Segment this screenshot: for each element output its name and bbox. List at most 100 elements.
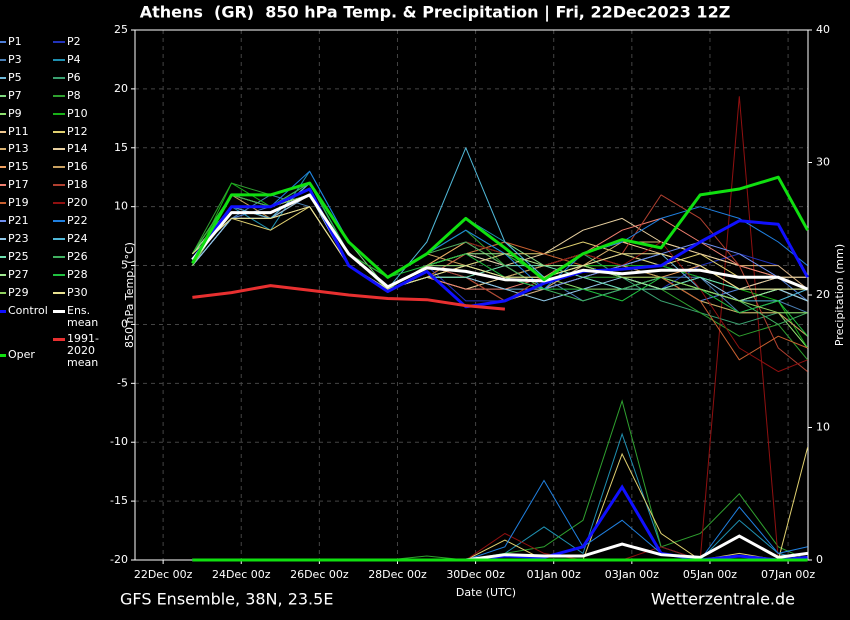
- legend-label: P27: [8, 267, 29, 281]
- legend-item: P2: [53, 36, 115, 48]
- legend-item: P14: [53, 143, 115, 155]
- legend-swatch: [0, 112, 6, 115]
- legend-label: P1: [8, 35, 22, 48]
- legend-swatch: [53, 94, 65, 97]
- temp-line: [192, 284, 506, 311]
- legend-label: P29: [8, 285, 29, 299]
- legend-item: P12: [53, 124, 115, 138]
- legend-label: P24: [67, 231, 88, 245]
- legend-label: P13: [8, 142, 29, 156]
- legend-label: P8: [67, 88, 81, 102]
- legend-item: P27: [0, 267, 56, 281]
- legend-swatch: [53, 130, 65, 133]
- legend-label: P17: [8, 178, 29, 192]
- y-tick-label: 15: [114, 141, 128, 154]
- y-axis-label: 850 hPa Temp. (°C): [123, 242, 136, 348]
- y-tick-label: 5: [121, 259, 128, 272]
- legend-label: P11: [8, 124, 29, 138]
- legend-swatch: [0, 94, 6, 97]
- legend-swatch: [0, 220, 6, 222]
- temp-line: [192, 194, 808, 302]
- legend-item: P18: [53, 179, 115, 191]
- legend-item: P13: [0, 143, 56, 155]
- legend-swatch: [0, 255, 6, 258]
- legend-item: P1: [0, 36, 56, 48]
- legend-label: P16: [67, 160, 88, 174]
- legend-swatch: [0, 202, 6, 205]
- legend-swatch: [53, 76, 65, 79]
- legend-item: P22: [53, 215, 115, 227]
- legend-item: P19: [0, 197, 56, 209]
- legend-label: P12: [67, 124, 88, 138]
- legend-item: P29: [0, 285, 56, 299]
- legend-item: P16: [53, 161, 115, 173]
- legend-item: P5: [0, 71, 56, 84]
- legend-label: P10: [67, 106, 88, 120]
- legend-label: P9: [8, 106, 22, 120]
- legend-label: P20: [67, 196, 88, 210]
- x-tick-label: 22Dec 00z: [134, 568, 193, 581]
- legend-item: P20: [53, 197, 115, 209]
- footer-left: GFS Ensemble, 38N, 23.5E: [120, 590, 333, 609]
- x-tick-label: 07Jan 00z: [761, 568, 815, 581]
- legend-swatch: [0, 166, 6, 169]
- temp-line: [191, 187, 809, 309]
- legend-label: P6: [67, 70, 81, 84]
- y2-axis-label: Precipitation (mm): [833, 244, 846, 346]
- legend-label: P15: [8, 160, 29, 174]
- legend-swatch: [0, 237, 6, 240]
- legend-item: P21: [0, 215, 56, 227]
- legend-item: P7: [0, 89, 56, 102]
- temp-line: [191, 193, 809, 291]
- legend-swatch: [0, 309, 6, 313]
- legend-item: Ens. mean: [53, 304, 115, 329]
- legend-swatch: [53, 237, 65, 240]
- x-tick-label: 30Dec 00z: [446, 568, 505, 581]
- legend-label: Control: [8, 303, 48, 317]
- legend-item: P11: [0, 124, 56, 138]
- legend-label: 1991-2020 mean: [67, 332, 99, 369]
- legend-swatch: [53, 309, 65, 313]
- legend-label: P26: [67, 249, 88, 263]
- legend-label: P22: [67, 214, 88, 227]
- legend-item: P24: [53, 231, 115, 245]
- y-tick-label: 20: [114, 82, 128, 95]
- legend-label: P2: [67, 35, 81, 48]
- legend-swatch: [0, 273, 6, 276]
- legend-swatch: [0, 184, 6, 187]
- legend-swatch: [53, 41, 65, 43]
- legend-swatch: [53, 184, 65, 187]
- legend-label: P4: [67, 52, 81, 66]
- y-tick-label: 0: [121, 317, 128, 330]
- legend-swatch: [53, 273, 65, 276]
- y-tick-label: -15: [110, 494, 128, 507]
- legend-label: P19: [8, 196, 29, 210]
- legend-label: Oper: [8, 348, 35, 361]
- x-tick-label: 26Dec 00z: [290, 568, 349, 581]
- y2-tick-label: 10: [816, 421, 830, 434]
- legend-swatch: [0, 148, 6, 151]
- legend-swatch: [0, 291, 6, 294]
- legend-item: P25: [0, 250, 56, 263]
- footer-right: Wetterzentrale.de: [651, 590, 795, 609]
- chart-title: Athens (GR) 850 hPa Temp. & Precipitatio…: [140, 3, 731, 23]
- legend-swatch: [53, 112, 65, 115]
- x-tick-label: 01Jan 00z: [527, 568, 581, 581]
- legend-swatch: [0, 41, 6, 43]
- legend-label: P14: [67, 142, 88, 156]
- legend-swatch: [53, 166, 65, 169]
- legend-item: Oper: [0, 349, 56, 361]
- y-tick-label: 10: [114, 200, 128, 213]
- legend-item: Control: [0, 303, 56, 317]
- legend-item: P15: [0, 161, 56, 173]
- legend-swatch: [53, 255, 65, 258]
- x-tick-label: 03Jan 00z: [605, 568, 659, 581]
- legend-label: P28: [67, 267, 88, 281]
- x-tick-label: 05Jan 00z: [683, 568, 737, 581]
- legend-swatch: [53, 58, 65, 61]
- y2-tick-label: 30: [816, 156, 830, 169]
- legend-label: P21: [8, 214, 29, 227]
